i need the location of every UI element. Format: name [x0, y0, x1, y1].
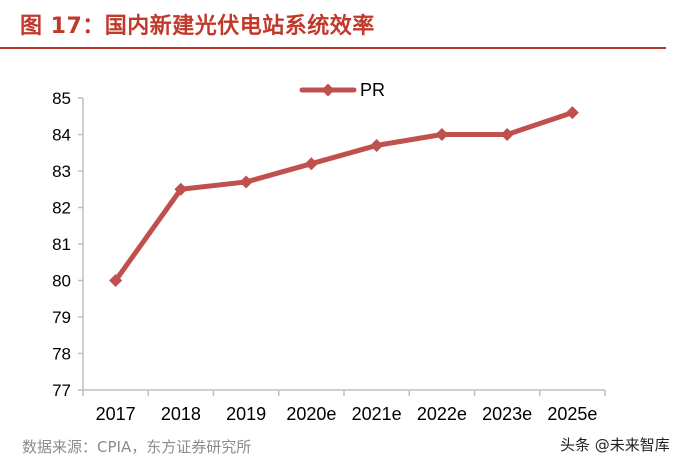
data-point-marker	[500, 128, 514, 141]
y-tick-label: 85	[52, 89, 71, 108]
figure-title: 图 17：国内新建光伏电站系统效率	[20, 14, 375, 39]
x-tick-label: 2021e	[352, 404, 402, 424]
y-tick-label: 79	[52, 308, 71, 327]
x-tick-label: 2018	[161, 404, 201, 424]
y-tick-label: 82	[52, 199, 71, 218]
x-tick-label: 2019	[226, 404, 266, 424]
y-tick-label: 83	[52, 162, 71, 181]
data-point-marker	[174, 182, 188, 196]
data-point-marker	[435, 128, 449, 141]
data-point-marker	[370, 138, 384, 152]
source-note: 数据来源：CPIA，东方证券研究所	[22, 438, 252, 456]
data-point-marker	[565, 106, 579, 120]
y-tick-label: 78	[52, 345, 71, 364]
y-tick-label: 80	[52, 272, 71, 291]
y-tick-label: 84	[52, 126, 71, 145]
data-point-marker	[239, 175, 253, 189]
series-line-pr	[113, 110, 575, 283]
x-tick-label: 2020e	[286, 404, 336, 424]
watermark-text: 头条 @未来智库	[560, 436, 670, 454]
y-tick-label: 81	[52, 235, 71, 254]
legend-marker	[321, 83, 335, 97]
legend-label-pr: PR	[360, 80, 385, 100]
y-tick-label: 77	[52, 381, 71, 400]
x-tick-label: 2023e	[482, 404, 532, 424]
x-tick-label: 2017	[96, 404, 136, 424]
x-tick-label: 2025e	[547, 404, 597, 424]
watermark: 头条 @未来智库	[560, 434, 670, 455]
data-point-marker	[304, 157, 318, 171]
data-point-marker	[109, 274, 123, 287]
title-divider	[0, 47, 666, 49]
x-tick-label: 2022e	[417, 404, 467, 424]
